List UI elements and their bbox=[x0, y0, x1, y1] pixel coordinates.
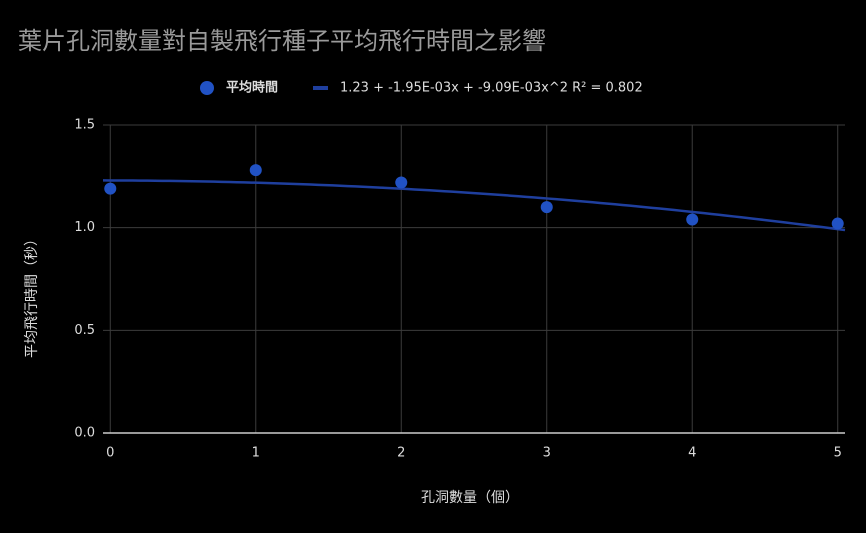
y-tick-label: 0.5 bbox=[74, 323, 95, 338]
data-point bbox=[104, 182, 117, 195]
data-point bbox=[686, 213, 699, 226]
trendline bbox=[102, 179, 846, 232]
x-tick-label: 4 bbox=[688, 446, 696, 461]
x-tick-label: 0 bbox=[106, 446, 114, 461]
x-tick-label: 2 bbox=[397, 446, 405, 461]
y-tick-label: 0.0 bbox=[74, 426, 95, 441]
x-tick-label: 1 bbox=[252, 446, 260, 461]
legend-label: 平均時間 bbox=[226, 80, 278, 96]
legend-marker bbox=[200, 81, 214, 95]
y-tick-label: 1.5 bbox=[74, 118, 95, 133]
data-point bbox=[540, 201, 553, 214]
x-tick-label: 5 bbox=[834, 446, 842, 461]
data-point bbox=[395, 176, 408, 189]
chart-title: 葉片孔洞數量對自製飛行種子平均飛行時間之影響 bbox=[18, 27, 546, 55]
y-tick-label: 1.0 bbox=[74, 220, 95, 235]
y-axis-label: 平均飛行時間（秒） bbox=[24, 232, 40, 358]
x-axis-label: 孔洞數量（個） bbox=[421, 490, 519, 506]
legend-label: 1.23 + -1.95E-03x + -9.09E-03x^2 R² = 0.… bbox=[340, 81, 643, 96]
data-point bbox=[249, 164, 262, 177]
data-point bbox=[831, 217, 844, 230]
x-tick-label: 3 bbox=[543, 446, 551, 461]
